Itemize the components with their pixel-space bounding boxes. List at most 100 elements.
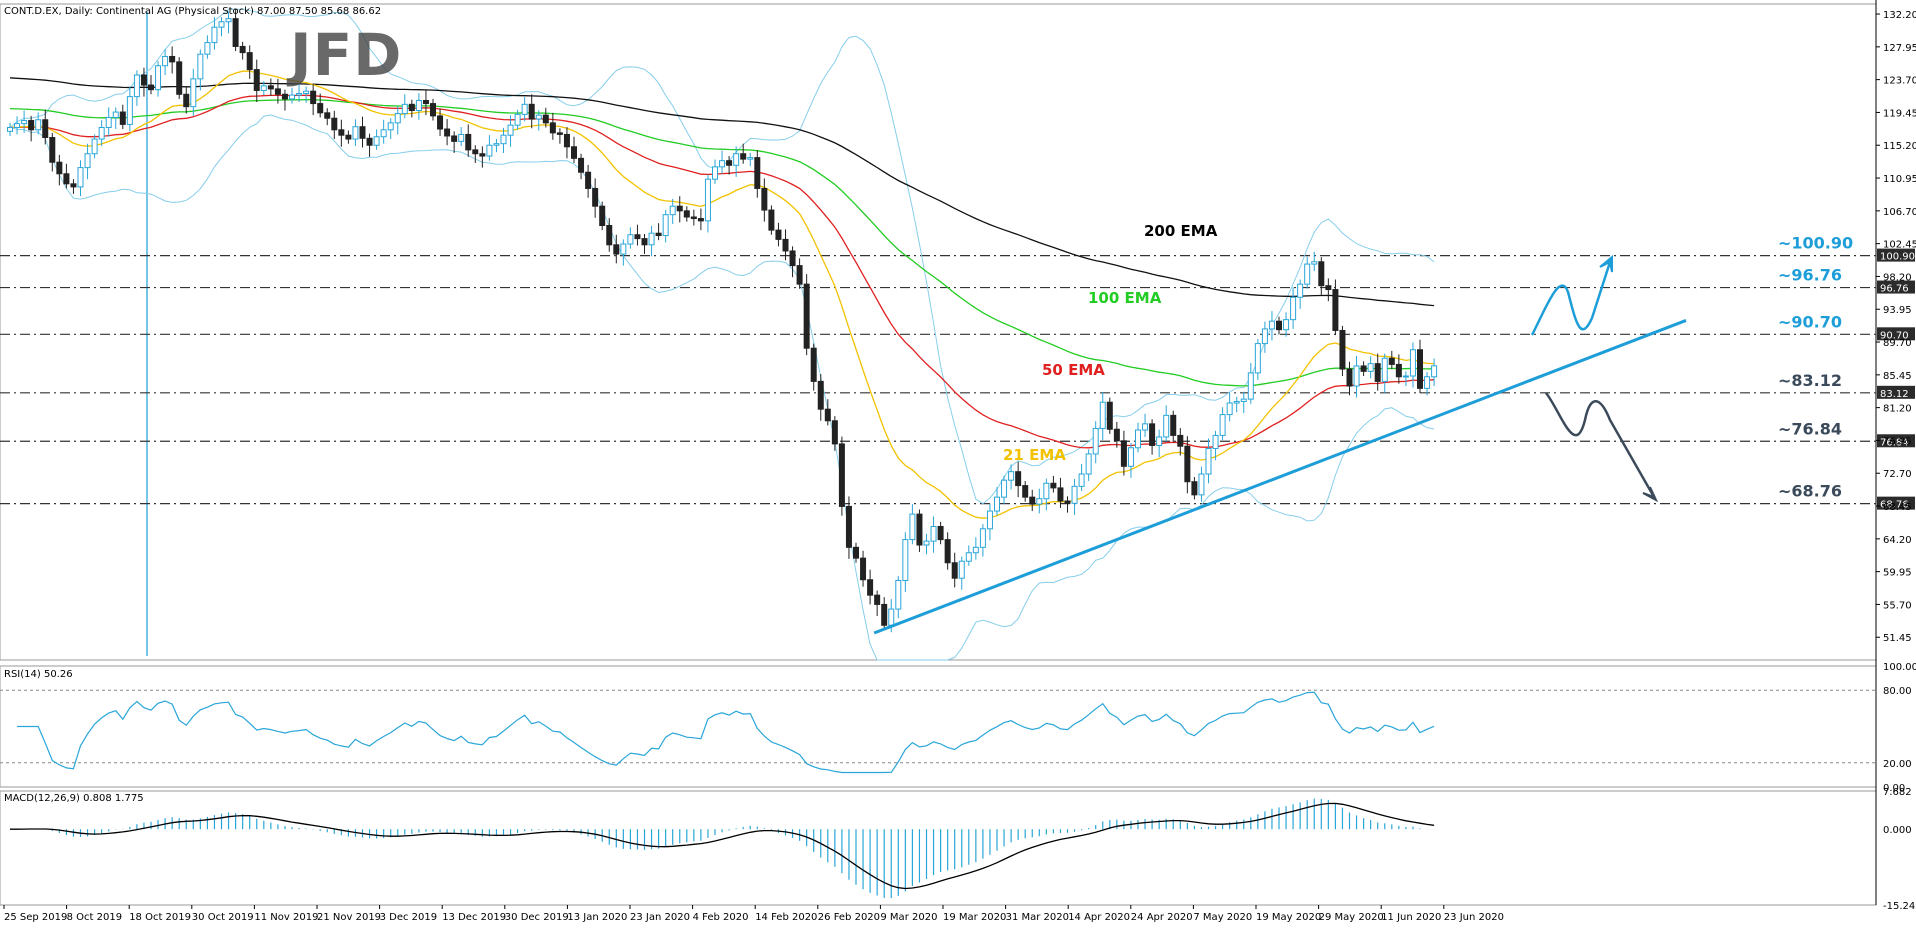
- x-tick-label: 4 Feb 2020: [693, 912, 749, 923]
- level-label: ~100.90: [1778, 234, 1853, 253]
- candle-body: [253, 69, 260, 91]
- candle-body: [1142, 423, 1149, 431]
- candle-body: [1163, 414, 1170, 438]
- candle-body: [1283, 319, 1290, 331]
- x-tick-label: 18 Oct 2019: [129, 912, 191, 923]
- candle-body: [1127, 447, 1134, 467]
- ema200-line: [9, 77, 1435, 307]
- candle-body: [415, 99, 422, 112]
- candle-body: [1381, 357, 1388, 382]
- ema200-label: 200 EMA: [1144, 222, 1218, 240]
- macd-tick-label: 0.000: [1883, 825, 1912, 836]
- candle-body: [21, 120, 28, 125]
- candle-body: [1424, 376, 1431, 389]
- price-tick-label: 76.95: [1883, 436, 1912, 447]
- candle-body: [345, 134, 352, 140]
- level-label: ~68.76: [1778, 482, 1842, 501]
- price-tick-label: 72.70: [1883, 469, 1912, 480]
- price-tick-label: 89.70: [1883, 338, 1912, 349]
- price-tick-label: 115.20: [1883, 141, 1916, 152]
- x-tick-label: 26 Feb 2020: [818, 912, 880, 923]
- level-price-tag: 76.84: [1880, 437, 1909, 448]
- candle-body: [831, 420, 838, 445]
- x-tick-label: 21 Nov 2019: [317, 912, 381, 923]
- level-price-tag-bg: [1877, 496, 1915, 510]
- candle-body: [627, 234, 634, 245]
- candle-body: [972, 546, 979, 554]
- candle-body: [430, 103, 436, 117]
- candle-body: [747, 157, 754, 160]
- candle-body: [500, 134, 507, 145]
- x-tick-label: 14 Apr 2020: [1068, 912, 1130, 923]
- candle-body: [1247, 372, 1254, 400]
- candle-body: [183, 93, 190, 108]
- rsi-tick-label: 100.00: [1883, 662, 1916, 673]
- candle-body: [803, 283, 810, 349]
- price-tick-label: 102.45: [1883, 240, 1916, 251]
- candle-body: [267, 85, 274, 90]
- candle-body: [620, 243, 627, 255]
- candle-body: [1311, 261, 1318, 265]
- candle-body: [528, 103, 535, 120]
- price-tick-label: 68.45: [1883, 502, 1912, 513]
- uptrend-line: [873, 319, 1687, 635]
- candle-body: [1219, 414, 1226, 436]
- level-label: ~76.84: [1778, 419, 1842, 438]
- candle-body: [1388, 357, 1395, 365]
- candle-body: [1078, 473, 1085, 487]
- candle-body: [1353, 365, 1360, 387]
- candle-body: [1360, 365, 1367, 372]
- candle-body: [324, 112, 331, 119]
- candle-body: [1057, 487, 1064, 502]
- candle-body: [923, 540, 930, 546]
- candle-body: [958, 560, 965, 579]
- ema21-line: [9, 70, 1435, 519]
- candle-body: [225, 18, 232, 23]
- candle-body: [218, 21, 225, 28]
- candle-body: [1135, 429, 1141, 449]
- candle-body: [944, 539, 951, 564]
- x-tick-label: 29 May 2020: [1319, 912, 1384, 923]
- price-tick-label: 85.45: [1883, 371, 1912, 382]
- candle-body: [853, 546, 859, 559]
- candle-body: [77, 167, 84, 188]
- candle-body: [49, 137, 56, 163]
- bullish-scenario-arrow: [1530, 261, 1612, 336]
- x-tick-label: 3 Dec 2019: [380, 912, 438, 923]
- candle-body: [1205, 448, 1212, 475]
- candle-body: [655, 232, 662, 237]
- candle-body: [937, 525, 944, 541]
- x-tick-label: 31 Mar 2020: [1006, 912, 1069, 923]
- level-price-tag: 96.76: [1880, 284, 1909, 295]
- price-tick-label: 123.70: [1883, 76, 1916, 87]
- candle-body: [613, 244, 620, 255]
- candle-body: [1149, 423, 1156, 446]
- candle-body: [112, 111, 119, 118]
- candle-body: [1276, 320, 1282, 331]
- candle-body: [951, 562, 958, 579]
- x-tick-label: 30 Oct 2019: [192, 912, 254, 923]
- price-tick-label: 106.70: [1883, 207, 1916, 218]
- bearish-scenario-arrow: [1545, 392, 1656, 498]
- candle-body: [690, 216, 697, 220]
- candle-body: [394, 113, 401, 124]
- candle-body: [1177, 434, 1184, 447]
- candle-body: [105, 116, 112, 128]
- candle-body: [91, 138, 98, 155]
- candle-body: [479, 153, 486, 157]
- candle-body: [1431, 365, 1438, 378]
- x-tick-label: 30 Dec 2019: [505, 912, 569, 923]
- candle-body: [437, 115, 444, 130]
- candle-body: [845, 505, 852, 548]
- candle-body: [148, 84, 154, 91]
- candle-body: [1022, 485, 1029, 498]
- price-tick-label: 110.95: [1883, 174, 1916, 185]
- candle-body: [190, 78, 197, 108]
- candle-body: [1071, 485, 1078, 504]
- candle-body: [1008, 471, 1015, 481]
- candle-body: [56, 161, 63, 175]
- ema100-label: 100 EMA: [1088, 289, 1162, 307]
- candle-body: [472, 149, 479, 155]
- candle-body: [289, 94, 295, 100]
